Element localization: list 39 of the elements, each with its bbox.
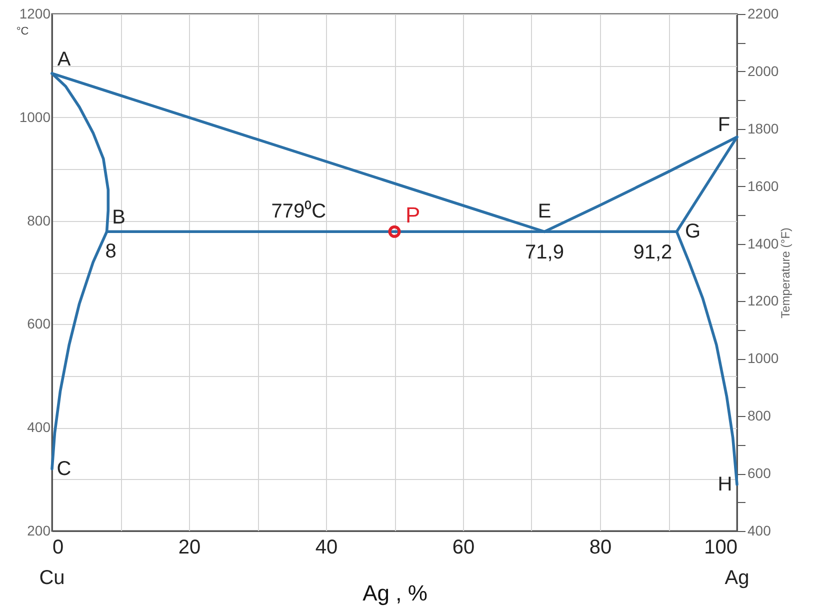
x-tick-label: 40 [315, 536, 338, 558]
y-tick-label: 200 [27, 522, 51, 538]
y-tick-label: 600 [27, 316, 51, 332]
y2-axis-title: Temperature (°F) [778, 228, 793, 318]
y2-tick-label: 600 [748, 465, 772, 482]
annotation: E [538, 200, 552, 223]
y2-tick-label: 1000 [748, 350, 779, 366]
text: Cu [39, 567, 65, 589]
annotation: 779⁰C [271, 200, 326, 223]
y-tick-label: 400 [27, 419, 51, 436]
y2-tick-label: 1200 [748, 292, 779, 309]
y2-tick-label: 2200 [748, 6, 779, 22]
y-tick-label: 1000 [19, 108, 51, 125]
x-tick-label: 80 [589, 536, 612, 558]
y-axis-title: °C [16, 26, 29, 38]
y2-tick-label: 1400 [748, 235, 779, 252]
annotation: B [112, 206, 126, 229]
y2-tick-label: 400 [748, 522, 772, 538]
y2-tick-label: 1800 [748, 120, 779, 136]
x-tick-label: 20 [178, 536, 201, 558]
y-tick-label: 800 [27, 212, 51, 228]
annotation: C [56, 458, 72, 480]
x-axis-title: Ag , % [362, 580, 428, 606]
annotation: A [57, 48, 72, 70]
y-tick-label: 1200 [19, 6, 51, 22]
annotation: F [718, 114, 730, 136]
text: Ag [724, 567, 750, 589]
annotation: H [718, 473, 732, 496]
x-tick-label: 0 [52, 536, 64, 558]
annotation: 71,9 [525, 242, 564, 264]
x-tick-label: 60 [452, 536, 475, 558]
y2-tick-label: 800 [748, 408, 772, 424]
annotation: 91,2 [633, 242, 672, 264]
series-label: P [406, 202, 420, 228]
annotation: 8 [105, 240, 116, 263]
annotation: G [684, 220, 700, 243]
x-tick-label: 100 [704, 536, 738, 558]
y2-tick-label: 2000 [748, 62, 779, 79]
y2-tick-label: 1600 [748, 178, 779, 194]
